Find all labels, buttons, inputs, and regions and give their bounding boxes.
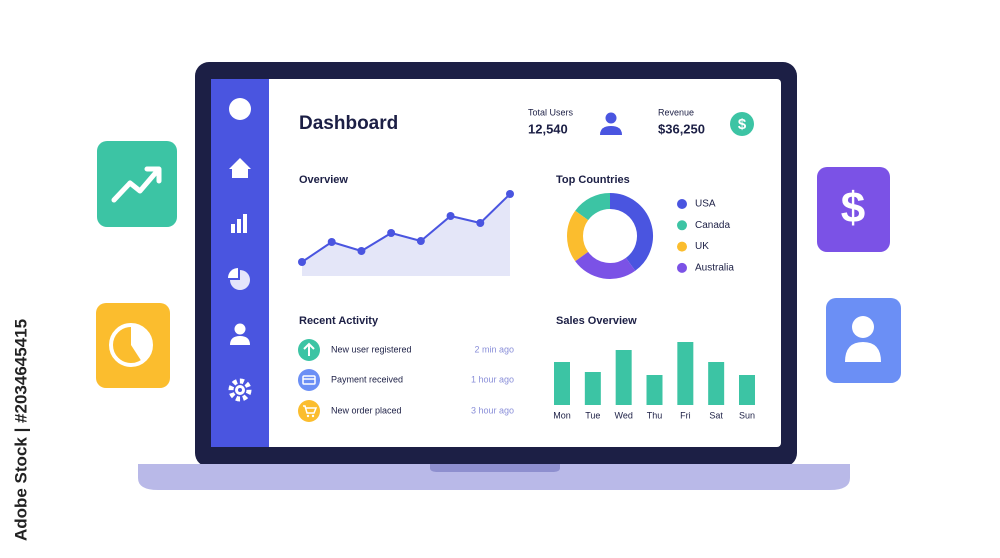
laptop-base xyxy=(138,464,850,490)
overview-point xyxy=(357,247,366,255)
revenue-icon: $ xyxy=(730,112,754,136)
section-title: Top Countries xyxy=(556,174,630,186)
overview-point xyxy=(387,229,396,237)
watermark: Adobe Stock | #2034645415 xyxy=(11,319,30,541)
section-title: Recent Activity xyxy=(299,315,379,327)
overview-point xyxy=(476,219,485,227)
section-title: Overview xyxy=(299,174,348,186)
legend-label: USA xyxy=(695,199,716,210)
overview-point xyxy=(446,212,455,220)
stat-value: 12,540 xyxy=(528,121,568,136)
overview-point xyxy=(416,237,425,245)
activity-item: Payment received 1 hour ago xyxy=(298,369,514,391)
legend-label: UK xyxy=(695,241,709,252)
overview-line xyxy=(301,193,511,263)
x-tick-label: Sat xyxy=(709,410,723,420)
stat-value: $36,250 xyxy=(658,121,705,136)
stat-label: Revenue xyxy=(658,107,694,117)
pie-segment xyxy=(575,251,636,279)
sidebar xyxy=(211,79,269,447)
svg-text:$: $ xyxy=(841,184,865,233)
pie-icon xyxy=(96,303,170,388)
bar xyxy=(646,375,663,405)
section-title: Sales Overview xyxy=(556,315,637,327)
activity-text: Payment received xyxy=(331,374,403,384)
overview-point xyxy=(506,190,514,198)
pie-segment xyxy=(609,193,653,271)
laptop-notch xyxy=(430,464,560,472)
bar xyxy=(584,372,601,405)
pie-segment xyxy=(575,193,611,221)
dashboard-title: Dashboard xyxy=(299,113,398,134)
legend-dot xyxy=(677,199,687,209)
activity-item: New order placed 3 hour ago xyxy=(298,400,514,422)
stat-label: Total Users xyxy=(528,107,574,117)
bar xyxy=(708,362,725,405)
x-tick-label: Tue xyxy=(585,410,600,420)
activity-time: 1 hour ago xyxy=(471,374,514,384)
legend-dot xyxy=(677,220,687,231)
x-tick-label: Mon xyxy=(553,410,571,420)
x-tick-label: Sun xyxy=(739,410,755,420)
activity-time: 3 hour ago xyxy=(471,405,514,415)
bar xyxy=(739,375,755,405)
legend-dot xyxy=(677,262,687,273)
overview-area xyxy=(302,194,510,276)
legend-label: Australia xyxy=(695,263,734,274)
x-tick-label: Thu xyxy=(647,410,663,420)
pie-segment xyxy=(567,210,589,262)
bar xyxy=(677,342,694,405)
svg-text:$: $ xyxy=(738,116,747,133)
activity-time: 2 min ago xyxy=(474,344,514,354)
overview-point xyxy=(298,258,306,266)
bar xyxy=(554,362,570,405)
x-tick-label: Wed xyxy=(614,410,632,420)
activity-text: New user registered xyxy=(331,344,412,354)
legend-label: Canada xyxy=(695,220,730,231)
user-icon xyxy=(826,298,901,383)
bar xyxy=(615,350,632,405)
overview-point xyxy=(327,238,336,246)
activity-text: New order placed xyxy=(331,405,402,415)
legend-dot xyxy=(677,241,687,252)
trend-icon xyxy=(97,141,177,227)
sidebar-icons xyxy=(228,98,252,402)
dollar-icon: $ xyxy=(817,167,890,252)
activity-item: New user registered 2 min ago xyxy=(298,339,514,361)
x-tick-label: Fri xyxy=(680,410,691,420)
users-icon xyxy=(600,112,622,135)
